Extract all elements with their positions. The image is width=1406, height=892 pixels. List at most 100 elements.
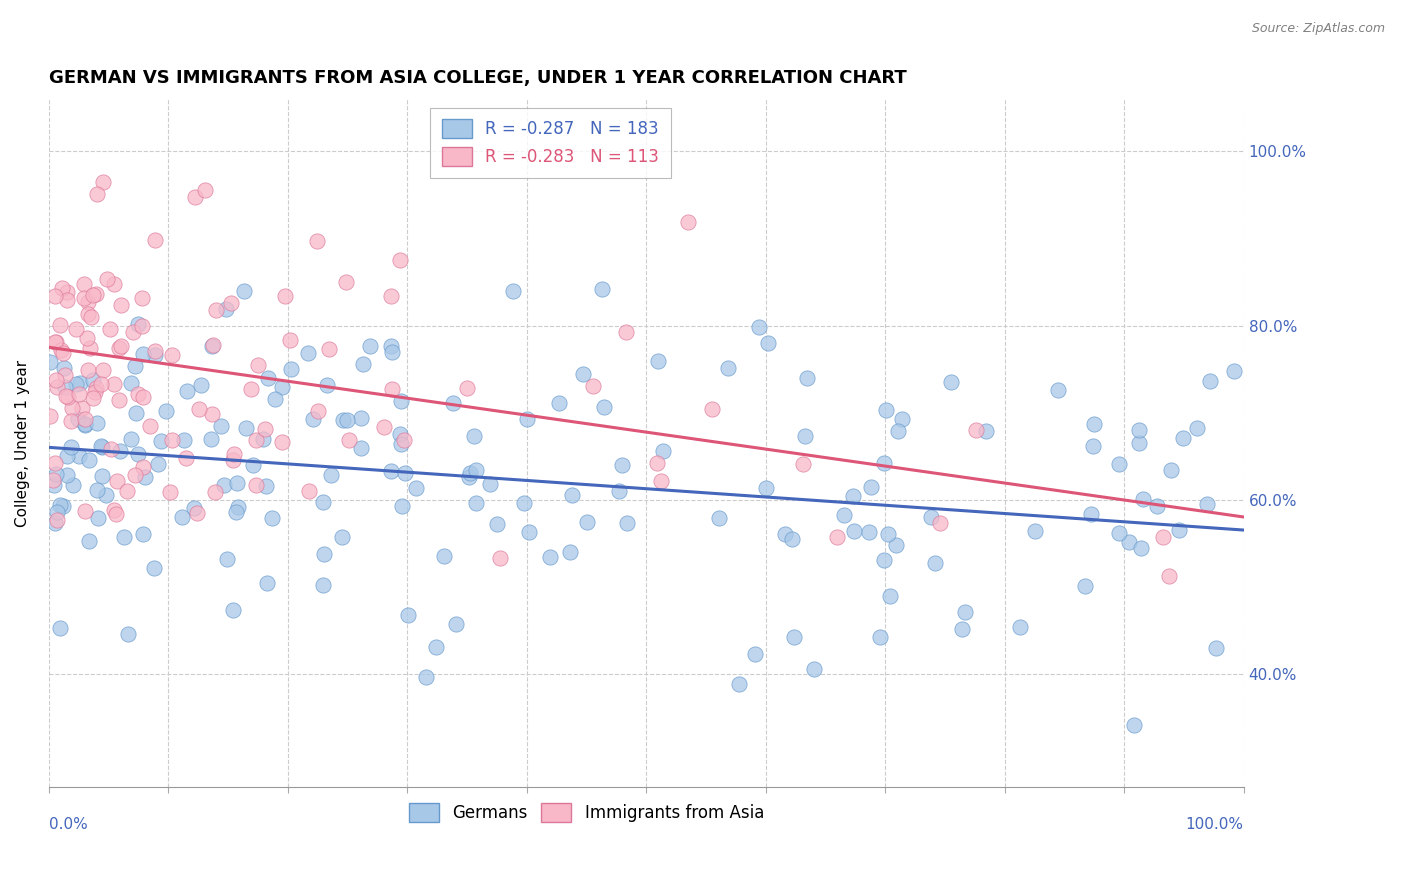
Point bbox=[122, 325, 145, 339]
Point bbox=[1132, 491, 1154, 506]
Point bbox=[246, 358, 269, 372]
Point bbox=[132, 527, 155, 541]
Point bbox=[709, 510, 731, 524]
Point bbox=[39, 409, 62, 424]
Point bbox=[143, 344, 166, 359]
Point bbox=[433, 549, 456, 564]
Point bbox=[389, 436, 412, 450]
Point bbox=[134, 470, 156, 484]
Point bbox=[224, 447, 246, 461]
Point bbox=[502, 285, 524, 299]
Point bbox=[69, 376, 91, 390]
Point bbox=[48, 318, 70, 333]
Point bbox=[245, 433, 267, 447]
Point bbox=[380, 465, 402, 479]
Point bbox=[120, 376, 142, 390]
Point bbox=[46, 505, 69, 519]
Text: 0.0%: 0.0% bbox=[49, 817, 87, 832]
Point bbox=[252, 433, 274, 447]
Point bbox=[222, 603, 245, 617]
Point bbox=[353, 357, 375, 371]
Point bbox=[100, 442, 122, 456]
Point bbox=[143, 348, 166, 362]
Point bbox=[1160, 463, 1182, 477]
Point bbox=[782, 630, 804, 644]
Point bbox=[53, 360, 76, 375]
Point bbox=[860, 480, 883, 494]
Point bbox=[91, 440, 114, 454]
Point bbox=[131, 291, 153, 305]
Point bbox=[1123, 718, 1146, 732]
Point bbox=[270, 434, 292, 449]
Point bbox=[547, 395, 569, 409]
Point bbox=[226, 475, 249, 490]
Point bbox=[173, 433, 195, 447]
Point bbox=[792, 458, 814, 472]
Point bbox=[1152, 530, 1174, 544]
Point bbox=[79, 453, 101, 467]
Point bbox=[373, 419, 395, 434]
Point bbox=[1128, 435, 1150, 450]
Point bbox=[381, 344, 404, 359]
Point bbox=[73, 277, 96, 291]
Point bbox=[1047, 383, 1070, 397]
Point bbox=[86, 187, 108, 202]
Point bbox=[1185, 420, 1208, 434]
Point bbox=[103, 502, 125, 516]
Point bbox=[77, 307, 100, 321]
Point bbox=[464, 463, 486, 477]
Point bbox=[458, 470, 481, 484]
Point bbox=[844, 524, 866, 539]
Point bbox=[1010, 620, 1032, 634]
Point bbox=[1108, 457, 1130, 471]
Point bbox=[298, 483, 321, 498]
Point bbox=[920, 510, 942, 524]
Point bbox=[391, 499, 413, 513]
Point bbox=[425, 640, 447, 654]
Point bbox=[955, 605, 977, 619]
Point bbox=[159, 485, 181, 500]
Point bbox=[1173, 431, 1195, 445]
Point bbox=[201, 407, 224, 421]
Point bbox=[1129, 541, 1152, 556]
Point bbox=[647, 354, 669, 368]
Point bbox=[441, 396, 464, 410]
Point bbox=[117, 483, 139, 498]
Point bbox=[52, 499, 75, 513]
Point bbox=[117, 627, 139, 641]
Point bbox=[70, 401, 93, 416]
Point bbox=[226, 500, 249, 514]
Point bbox=[103, 376, 125, 391]
Point bbox=[107, 341, 129, 355]
Point bbox=[884, 539, 907, 553]
Point bbox=[124, 359, 146, 373]
Point bbox=[73, 411, 96, 425]
Point bbox=[127, 386, 149, 401]
Point bbox=[132, 347, 155, 361]
Point bbox=[1195, 498, 1218, 512]
Point bbox=[93, 175, 115, 189]
Point bbox=[318, 343, 340, 357]
Point bbox=[650, 475, 672, 489]
Point bbox=[45, 373, 67, 387]
Point bbox=[1081, 439, 1104, 453]
Point bbox=[841, 489, 863, 503]
Point bbox=[77, 363, 100, 377]
Point bbox=[80, 310, 103, 324]
Point bbox=[875, 403, 897, 417]
Point bbox=[803, 662, 825, 676]
Point bbox=[872, 456, 894, 470]
Point bbox=[1118, 535, 1140, 549]
Point bbox=[780, 532, 803, 546]
Point bbox=[186, 506, 208, 520]
Point bbox=[73, 291, 96, 305]
Point bbox=[98, 322, 121, 336]
Point bbox=[73, 417, 96, 432]
Point bbox=[120, 433, 142, 447]
Point bbox=[56, 467, 79, 482]
Point bbox=[280, 333, 302, 347]
Point bbox=[52, 345, 75, 359]
Point bbox=[82, 373, 104, 387]
Point bbox=[257, 370, 280, 384]
Point bbox=[312, 495, 335, 509]
